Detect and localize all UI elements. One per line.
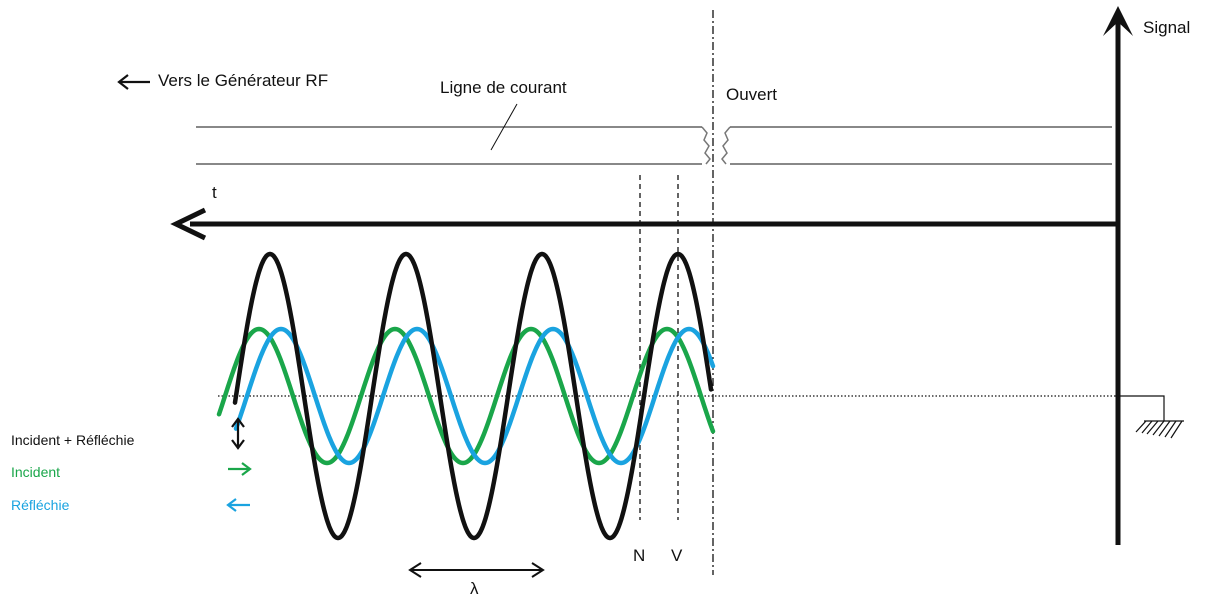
time-axis-label: t [212,183,217,202]
ground-icon [1118,395,1184,439]
time-axis [170,207,1118,241]
antinode-label: V [671,546,683,565]
current-line-pointer [490,103,518,151]
legend-label-reflected: Réfléchie [11,497,70,513]
transmission-line [196,103,1112,165]
signal-axis-label: Signal [1143,18,1190,37]
open-end-label: Ouvert [726,85,777,104]
left-arrow-icon [226,498,250,512]
wavelength-arrow-icon [408,562,545,578]
break-right [721,126,731,165]
break-left [701,126,711,165]
current-line-label: Ligne de courant [440,78,567,97]
wavelength-label: λ [470,579,479,598]
generator-label: Vers le Générateur RF [158,71,328,90]
resultant-wave [232,251,714,541]
signal-axis-arrow-icon [1103,6,1133,36]
legend-label-resultant: Incident + Réfléchie [11,432,135,448]
left-arrow-icon [117,74,150,90]
signal-axis [1103,6,1133,545]
legend-label-incident: Incident [11,464,60,480]
double-vertical-arrow-icon [231,417,245,450]
time-axis-arrow-icon [170,207,207,241]
incident-wave [216,326,716,466]
right-arrow-icon [228,462,252,476]
node-label: N [633,546,645,565]
